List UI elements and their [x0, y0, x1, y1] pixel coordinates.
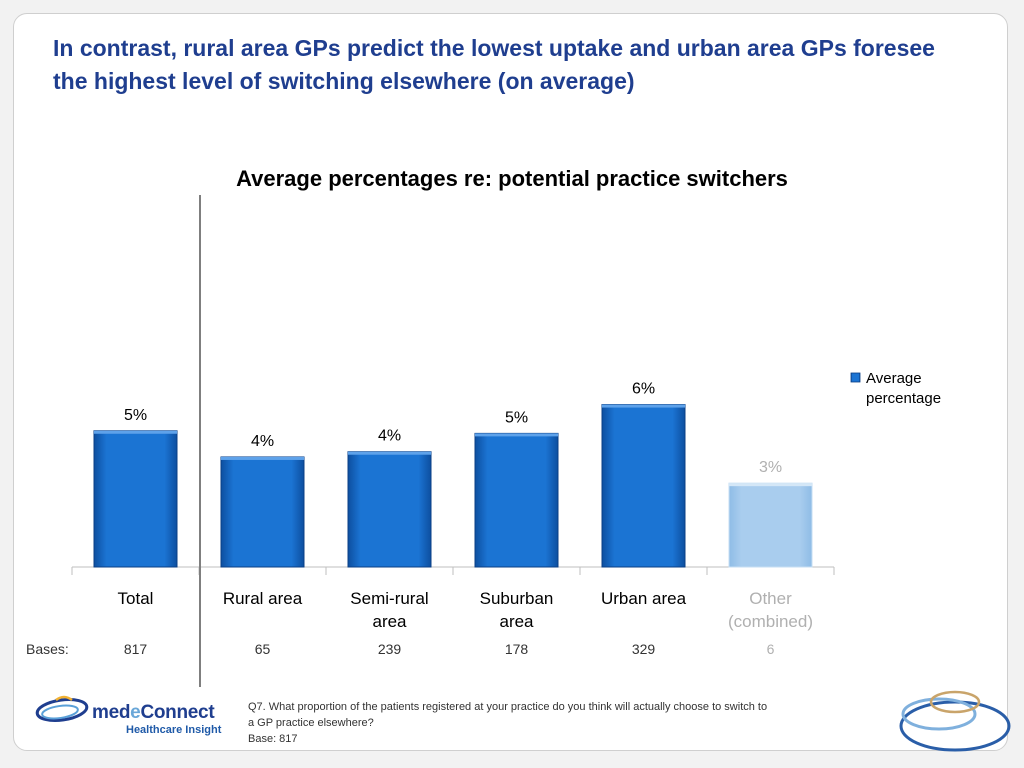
logo-text-before: med — [92, 702, 131, 723]
data-label-1: 4% — [251, 433, 274, 450]
decorative-rings-icon — [899, 690, 1011, 752]
legend-label: percentage — [866, 390, 941, 407]
logo-text-after: Connect — [140, 702, 215, 723]
data-label-2: 4% — [378, 428, 401, 445]
legend-swatch — [850, 372, 861, 383]
category-label-0: Total — [118, 589, 154, 608]
chart-title: Average percentages re: potential practi… — [236, 166, 788, 191]
category-label-2: area — [372, 612, 407, 631]
bar-2 — [347, 451, 432, 568]
data-label-5: 3% — [759, 459, 782, 476]
medeconnect-logo: medeConnect Healthcare Insight — [34, 690, 244, 744]
base-value-1: 65 — [255, 641, 271, 657]
slide-frame — [13, 13, 1008, 751]
bar-4 — [601, 404, 686, 568]
category-label-2: Semi-rural — [350, 589, 428, 608]
base-value-4: 329 — [632, 641, 656, 657]
logo-swoosh-icon — [35, 695, 89, 722]
bar-top-highlight — [729, 483, 812, 487]
bar-top-highlight — [221, 456, 304, 460]
footnote-line-3: Base: 817 — [248, 733, 298, 745]
bar-5 — [728, 482, 813, 568]
base-value-5: 6 — [767, 641, 775, 657]
legend-label: Average — [866, 370, 922, 387]
category-label-4: Urban area — [601, 589, 687, 608]
bar-chart: Average percentages re: potential practi… — [26, 166, 941, 687]
question-footnote: Q7. What proportion of the patients regi… — [248, 699, 888, 747]
category-label-1: Rural area — [223, 589, 303, 608]
base-value-2: 239 — [378, 641, 402, 657]
bases-label: Bases: — [26, 641, 69, 657]
category-label-5: Other — [749, 589, 792, 608]
bar-3 — [474, 432, 559, 568]
logo-text-accent: e — [130, 702, 141, 723]
footnote-line-2: a GP practice elsewhere? — [248, 717, 374, 729]
base-value-3: 178 — [505, 641, 529, 657]
bar-top-highlight — [348, 451, 431, 455]
slide-headline: In contrast, rural area GPs predict the … — [53, 35, 935, 94]
bar-top-highlight — [475, 433, 558, 437]
footnote-line-1: Q7. What proportion of the patients regi… — [248, 701, 768, 713]
data-label-0: 5% — [124, 407, 147, 424]
logo-subtitle: Healthcare Insight — [126, 724, 222, 736]
base-value-0: 817 — [124, 641, 148, 657]
category-label-5: (combined) — [728, 612, 813, 631]
category-label-3: Suburban — [480, 589, 554, 608]
data-label-4: 6% — [632, 381, 655, 398]
category-label-3: area — [499, 612, 534, 631]
bar-0 — [93, 430, 178, 568]
bar-1 — [220, 456, 305, 568]
bar-top-highlight — [94, 430, 177, 434]
data-label-3: 5% — [505, 409, 528, 426]
bar-top-highlight — [602, 404, 685, 408]
logo-wordmark: medeConnect — [92, 702, 215, 724]
